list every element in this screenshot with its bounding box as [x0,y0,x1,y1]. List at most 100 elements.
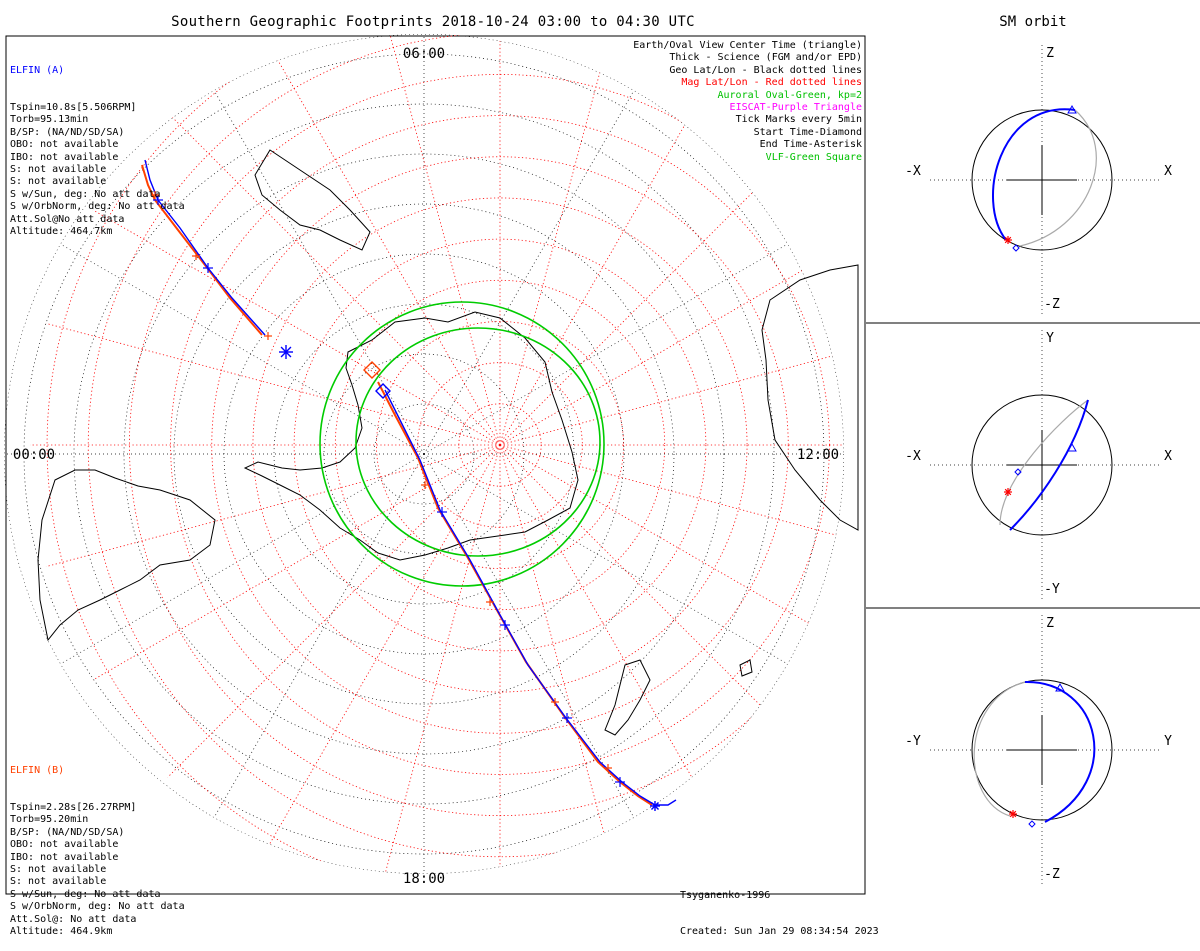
mag-meridian [499,444,736,853]
mag-meridian [499,37,736,446]
clock-label-right: 12:00 [797,447,839,463]
mag-meridian [264,37,501,446]
mag-meridian [167,112,501,446]
orbit-end-asterisk [1009,810,1017,818]
sat-a-line: Att.Sol@No att data [10,213,125,225]
orbit-panel: Y -Y -X X [905,330,1172,600]
sat-b-line: S: not available [10,864,107,876]
geo-meridian [423,453,788,665]
oval-inner [355,327,601,557]
sat-a-line: S: not available [10,176,107,188]
legend-entry: Earth/Oval View Center Time (triangle) [633,40,862,51]
legend-entry: Tick Marks every 5min [735,114,862,126]
legend-entry: EISCAT-Purple Triangle [729,102,862,114]
sat-b-start-diamond [363,361,381,379]
page-title: Southern Geographic Footprints 2018-10-2… [171,14,695,30]
footer-created: Created: Sun Jan 29 08:34:54 2023 [680,926,879,937]
orbit-label-top: Z [1046,616,1054,631]
sat-a-end-asterisk [280,346,292,358]
orbit-track-b [999,399,1089,526]
orbit-earth [971,679,1113,821]
sat-b-line: OBO: not available [10,839,119,851]
mag-lat-ring [376,321,624,569]
mag-meridian [377,444,501,874]
orbit-label-right: Y [1164,734,1172,749]
sat-b-name: ELFIN (B) [10,764,65,776]
mag-meridian [499,444,844,568]
orbit-label-bottom: -Z [1044,297,1060,312]
geo-meridian [213,453,425,818]
continent-outline [761,264,859,531]
orbit-panel: Z -Z -Y Y [905,615,1172,885]
mag-meridian [499,322,844,446]
orbit-panels: Z -Z -X X Y -Y -X X Z -Z -Y Y [905,45,1172,885]
legend-entry: End Time-Asterisk [759,139,862,151]
continent-outline [739,659,753,677]
sat-b-line: S w/Sun, deg: No att data [10,888,161,900]
clock-label-bottom: 18:00 [403,871,445,887]
oval-outer [319,301,605,587]
sat-b-track [141,164,653,806]
orbit-label-top: Z [1046,46,1054,61]
mag-meridian [499,444,833,778]
geo-meridian [213,90,425,455]
legend-entry: Auroral Oval-Green, kp=2 [717,89,863,101]
sat-a-line: S w/OrbNorm, deg: No att data [10,201,185,213]
sat-a-line: S: not available [10,164,107,176]
mag-meridian [45,444,501,568]
sat-a-line: B/SP: (NA/ND/SD/SA) [10,126,125,138]
orbit-label-left: -X [905,449,921,464]
sat-tracks [141,159,677,811]
orbit-label-top: Y [1046,331,1054,346]
geo-lat-ring [373,403,475,505]
mag-lat-ring [293,238,707,652]
mag-meridian [499,34,623,446]
orbit-track-a [1024,680,1096,823]
footer-model: Tsyganenko-1996 [680,890,771,901]
geo-meridian [60,243,425,455]
sat-a-line: Altitude: 464.7km [10,226,113,238]
orbit-view-triangle [1055,682,1065,692]
sat-b-line: Torb=95.20min [10,814,89,826]
sat-a-info: ELFIN (A) Tspin=10.8s[5.506RPM] Torb=95.1… [10,40,185,251]
mag-meridian [499,444,844,681]
sat-a-end-asterisk-2 [650,801,660,811]
orbit-panel-title: SM orbit [999,14,1067,30]
geo-lat-ring [73,103,775,805]
legend-entry: Thick - Science (FGM and/or EPD) [669,52,862,64]
legend-entry: VLF-Green Square [765,151,862,163]
mag-meridian [167,444,501,778]
sat-b-lines: Tspin=2.28s[26.27RPM] Torb=95.20min B/SP: … [10,802,185,938]
orbit-panel: Z -Z -X X [905,45,1172,315]
map-frame [5,35,866,895]
orbit-label-left: -X [905,164,921,179]
sat-b-line: Tspin=2.28s[26.27RPM] [10,802,137,814]
clock-label-top: 06:00 [403,46,445,62]
continent-outlines [37,149,859,736]
sat-a-line: IBO: not available [10,151,119,163]
legend-entry: Geo Lat/Lon - Black dotted lines [669,64,862,76]
orbit-track-a [992,108,1076,241]
continent-outline [604,659,651,736]
orbit-start-diamond [1028,820,1036,828]
orbit-track-b [973,681,1026,817]
geo-meridian [423,453,635,818]
legend-entry: Mag Lat/Lon - Red dotted lines [681,77,862,89]
continent-outline [254,149,371,251]
legend-entry: Start Time-Diamond [753,126,862,138]
mag-meridian [499,444,623,874]
sat-a-line: S w/Sun, deg: No att data [10,188,161,200]
orbit-earth [971,394,1113,536]
mag-meridian [92,209,501,446]
sat-a-line: Tspin=10.8s[5.506RPM] [10,102,137,114]
mag-meridian [264,444,501,853]
continent-outline [243,311,579,561]
sat-a-line: OBO: not available [10,139,119,151]
orbit-label-bottom: -Z [1044,867,1060,882]
mag-meridian [92,444,501,681]
geo-lat-ring [173,203,675,705]
orbit-start-diamond [1012,244,1020,252]
sat-a-start-diamond [375,383,391,399]
geo-meridian [60,453,425,665]
map-grids [4,34,844,874]
